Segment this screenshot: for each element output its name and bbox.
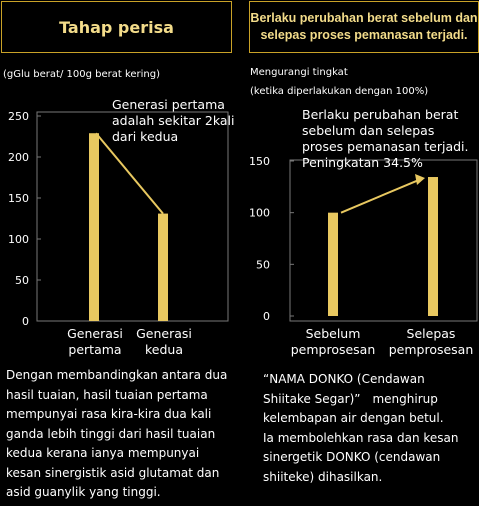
right-chart-frame [289, 159, 478, 322]
right-xlabel-0: Sebelum pemprosesan [290, 326, 376, 357]
left-ytick-label-4: 200 [8, 151, 29, 164]
right-ytick-label-3: 150 [249, 155, 270, 168]
left-bar-1 [158, 213, 168, 321]
right-description: “NAMA DONKO (Cendawan Shiitake Segar)” m… [263, 372, 459, 484]
left-panel-title: Tahap perisa [1, 1, 232, 53]
left-connector-line [95, 132, 164, 215]
right-bar-0 [328, 212, 338, 316]
right-ytick-label-2: 100 [249, 207, 270, 220]
right-xlabel-1: Selepas pemprosesan [388, 326, 474, 357]
right-unit-label-1: Mengurangi tingkat [250, 67, 348, 78]
right-connector-line [340, 178, 422, 214]
left-ytick-label-1: 50 [15, 274, 29, 287]
left-xlabel-0: Generasi pertama [67, 326, 123, 357]
right-unit-label-2: (ketika diperlakukan dengan 100%) [250, 86, 429, 97]
left-chart-frame [36, 111, 229, 322]
left-bar-0 [89, 133, 99, 321]
left-xlabel-1: Generasi kedua [136, 326, 192, 357]
left-ytick-label-0: 0 [22, 315, 29, 328]
left-unit-label: (gGlu berat/ 100g berat kering) [3, 69, 161, 80]
right-annotation: Berlaku perubahan berat sebelum dan sele… [302, 107, 469, 170]
left-annotation: Generasi pertama adalah sekitar 2kali da… [112, 97, 235, 144]
left-ytick-label-3: 150 [8, 192, 29, 205]
right-bar-1 [428, 177, 438, 316]
right-ytick-label-1: 50 [256, 258, 270, 271]
left-description: Dengan membandingkan antara dua hasil tu… [6, 368, 228, 499]
left-ytick-label-2: 100 [8, 233, 29, 246]
right-ytick-label-0: 0 [263, 310, 270, 323]
right-arrow-head [415, 174, 425, 186]
left-ytick-label-5: 250 [8, 110, 29, 123]
